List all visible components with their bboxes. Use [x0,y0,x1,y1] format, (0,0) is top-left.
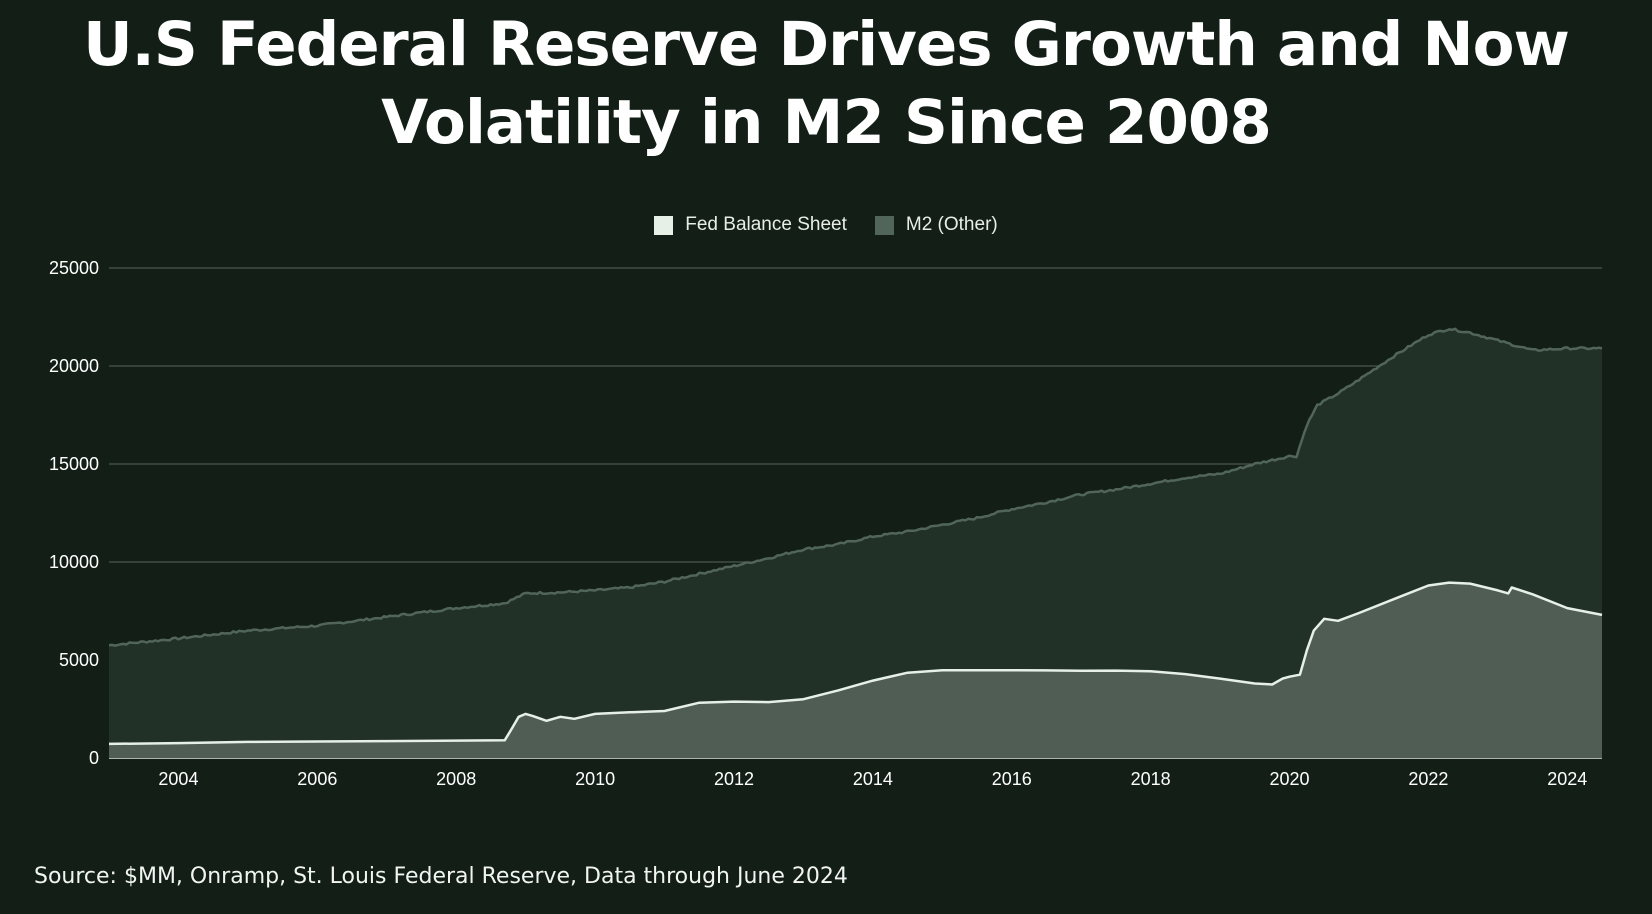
chart-legend: Fed Balance Sheet M2 (Other) [0,214,1652,236]
source-note: Source: $MM, Onramp, St. Louis Federal R… [34,864,848,889]
y-tick-label: 20000 [49,356,99,376]
y-tick-label: 25000 [49,258,99,278]
x-axis-ticks: 2004 2006 2008 2010 2012 2014 2016 2018 2020 2022… [158,769,1587,789]
legend-swatch-m2 [874,215,894,235]
x-tick-label: 2004 [158,769,198,789]
x-tick-label: 2022 [1408,769,1448,789]
legend-item-fed-balance-sheet[interactable]: Fed Balance Sheet [654,214,847,236]
x-tick-label: 2018 [1131,769,1171,789]
legend-item-m2-other[interactable]: M2 (Other) [874,214,998,236]
chart-title-line-1: U.S Federal Reserve Drives Growth and No… [83,9,1570,80]
x-tick-label: 2008 [436,769,476,789]
series-m2-other-area [109,328,1602,758]
series-fed-balance-sheet-area [109,582,1602,758]
y-tick-label: 0 [89,748,99,768]
x-tick-label: 2010 [575,769,615,789]
y-tick-label: 15000 [49,454,99,474]
x-tick-label: 2014 [853,769,893,789]
series-fed-balance-sheet-line [108,581,1603,746]
y-tick-label: 10000 [49,552,99,572]
y-tick-label: 5000 [59,650,99,670]
chart-title-line-2: Volatility in M2 Since 2008 [381,87,1272,158]
legend-swatch-fed [654,215,674,235]
legend-label-m2: M2 (Other) [905,214,998,235]
x-tick-label: 2024 [1547,769,1587,789]
series-m2-other-line [108,327,1603,647]
series-areas [108,327,1603,758]
x-tick-label: 2020 [1269,769,1309,789]
chart-title: U.S Federal Reserve Drives Growth and No… [0,6,1652,162]
y-axis-ticks: 0 5000 10000 15000 20000 25000 [49,258,99,768]
legend-label-fed: Fed Balance Sheet [685,214,847,235]
x-tick-label: 2006 [297,769,337,789]
x-tick-label: 2016 [992,769,1032,789]
x-tick-label: 2012 [714,769,754,789]
